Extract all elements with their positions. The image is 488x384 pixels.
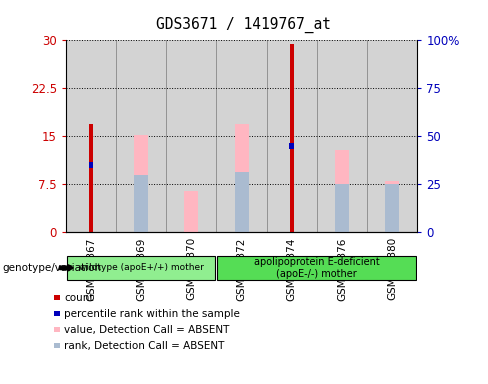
- Bar: [317, 40, 367, 232]
- Bar: [367, 40, 417, 232]
- Text: rank, Detection Call = ABSENT: rank, Detection Call = ABSENT: [64, 341, 224, 351]
- Bar: [67, 256, 216, 280]
- Text: apolipoprotein E-deficient
(apoE-/-) mother: apolipoprotein E-deficient (apoE-/-) mot…: [254, 257, 380, 279]
- Bar: [89, 124, 93, 232]
- Bar: [89, 165, 93, 232]
- Bar: [134, 175, 148, 232]
- Text: wildtype (apoE+/+) mother: wildtype (apoE+/+) mother: [79, 263, 203, 272]
- Bar: [218, 256, 416, 280]
- Bar: [66, 40, 116, 232]
- Bar: [385, 181, 399, 232]
- Text: percentile rank within the sample: percentile rank within the sample: [64, 309, 240, 319]
- Bar: [335, 151, 349, 232]
- Bar: [166, 40, 217, 232]
- Bar: [217, 40, 266, 232]
- Text: value, Detection Call = ABSENT: value, Detection Call = ABSENT: [64, 325, 229, 335]
- Bar: [235, 124, 248, 232]
- Bar: [266, 40, 317, 232]
- Bar: [290, 146, 293, 232]
- Bar: [184, 191, 199, 232]
- Bar: [116, 40, 166, 232]
- Text: genotype/variation: genotype/variation: [2, 263, 102, 273]
- Text: count: count: [64, 293, 93, 303]
- Bar: [235, 172, 248, 232]
- Bar: [134, 135, 148, 232]
- Bar: [335, 184, 349, 232]
- Bar: [385, 184, 399, 232]
- Bar: [290, 43, 293, 232]
- Bar: [289, 143, 294, 149]
- Text: GDS3671 / 1419767_at: GDS3671 / 1419767_at: [157, 17, 331, 33]
- Bar: [88, 162, 93, 168]
